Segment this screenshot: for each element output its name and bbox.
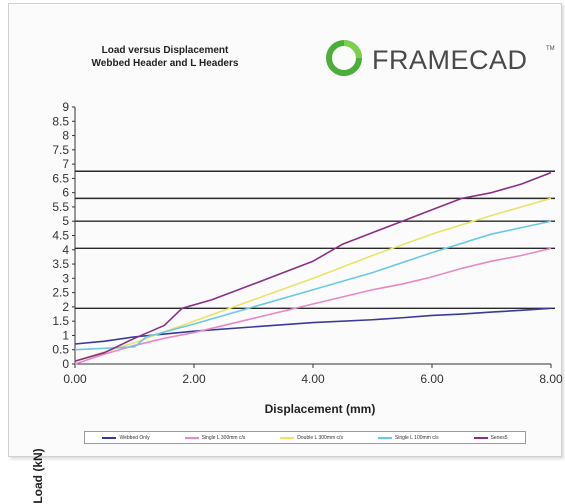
series-line-1 <box>74 247 552 365</box>
legend-swatch <box>473 436 488 439</box>
x-tick-label: 0.00 <box>63 372 87 386</box>
chart-frame <box>8 3 562 457</box>
y-tick-label: 1 <box>62 328 69 342</box>
logo-trademark: TM <box>546 46 555 52</box>
legend-item: Webbed Only <box>102 434 150 441</box>
x-tick-label: 8.00 <box>539 372 563 386</box>
chart-title-block: Load versus Displacement Webbed Header a… <box>70 44 260 70</box>
chart-subtitle: Webbed Header and L Headers <box>91 58 239 69</box>
framecad-logo: FRAMECAD TM <box>322 38 555 80</box>
legend-swatch <box>102 436 117 439</box>
x-tick-label: 6.00 <box>420 372 444 386</box>
legend-label: Single L 300mm c/s <box>201 434 246 441</box>
y-tick-label: 8 <box>62 129 69 143</box>
chart-title: Load versus Displacement <box>101 45 229 56</box>
y-tick-label: 3.5 <box>52 257 69 271</box>
y-tick-label: 1.5 <box>52 314 69 328</box>
y-tick-label: 3 <box>62 271 69 285</box>
x-axis-label: Displacement (mm) <box>264 402 376 416</box>
legend-item: Single L 100mm c/s <box>377 434 439 441</box>
y-tick-label: 7 <box>62 157 69 171</box>
x-tick-label: 4.00 <box>301 372 325 386</box>
legend-swatch <box>377 436 392 439</box>
series-line-4 <box>74 171 552 362</box>
y-tick-label: 5 <box>62 214 69 228</box>
y-tick-label: 6.5 <box>52 171 69 185</box>
y-tick-label: 6 <box>62 186 69 200</box>
legend-label: Double L 300mm c/s <box>297 434 343 441</box>
legend-label: Single L 100mm c/s <box>394 434 439 441</box>
legend-swatch <box>280 436 295 439</box>
legend-item: Series5 <box>473 434 508 441</box>
y-tick-label: 0.5 <box>52 343 69 357</box>
legend-item: Single L 300mm c/s <box>184 434 246 441</box>
y-tick-label: 9 <box>62 100 69 114</box>
legend-item: Double L 300mm c/s <box>280 435 343 441</box>
y-tick-label: 2.5 <box>52 286 69 300</box>
logo-wordmark: FRAMECAD <box>372 45 528 75</box>
y-tick-label: 8.5 <box>52 114 69 128</box>
legend-label: Webbed Only <box>119 434 150 441</box>
y-tick-label: 2 <box>62 300 69 314</box>
y-tick-label: 5.5 <box>52 200 69 214</box>
legend-swatch <box>184 436 199 439</box>
logo-ring-icon <box>326 40 362 76</box>
chart-stage: Load versus Displacement Webbed Header a… <box>8 3 563 504</box>
plot-area: 00.511.522.533.544.555.566.577.588.59 0.0… <box>52 100 563 386</box>
series-line-3 <box>74 220 552 351</box>
y-tick-label: 7.5 <box>52 143 69 157</box>
legend-label: Series5 <box>490 434 508 441</box>
legend: Webbed Only Single L 300mm c/s Double L 30… <box>84 431 526 444</box>
y-tick-label: 4 <box>62 243 69 257</box>
x-tick-label: 2.00 <box>182 372 206 386</box>
y-tick-label: 4.5 <box>52 229 69 243</box>
y-tick-label: 0 <box>62 357 69 371</box>
